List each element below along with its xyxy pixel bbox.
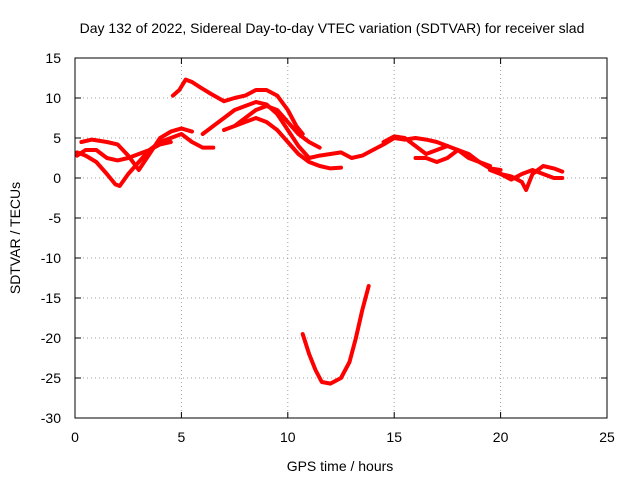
y-tick-label: -15 xyxy=(41,290,61,306)
series-arc-2 xyxy=(79,126,194,172)
y-tick-label: -25 xyxy=(41,370,61,386)
series-arc-13 xyxy=(300,284,371,386)
series-arc-5 xyxy=(200,100,312,160)
x-tick-label: 25 xyxy=(599,429,615,445)
series-arc-4 xyxy=(170,77,305,136)
y-tick-label: 0 xyxy=(53,170,61,186)
series-layer xyxy=(75,77,565,386)
x-tick-label: 20 xyxy=(493,429,509,445)
y-tick-label: -30 xyxy=(41,410,61,426)
series-arc-3 xyxy=(75,132,216,163)
grid-lines xyxy=(75,58,607,418)
y-tick-label: -5 xyxy=(49,210,62,226)
y-axis-label: SDTVAR / TECUs xyxy=(7,182,23,294)
axis-ticks: 0 5 10 15 20 25 -30 -25 -20 -15 -10 -5 0 5 10 15 xyxy=(41,50,615,445)
x-axis-label: GPS time / hours xyxy=(287,458,394,474)
y-tick-label: 10 xyxy=(45,90,61,106)
y-tick-label: 15 xyxy=(45,50,61,66)
x-tick-label: 0 xyxy=(71,429,79,445)
x-tick-label: 15 xyxy=(386,429,402,445)
series-arc-7 xyxy=(232,116,343,171)
x-tick-label: 10 xyxy=(280,429,296,445)
x-tick-label: 5 xyxy=(178,429,186,445)
y-tick-label: -10 xyxy=(41,250,61,266)
plot-frame xyxy=(74,57,608,419)
series-arc-10 xyxy=(413,148,492,168)
y-tick-label: -20 xyxy=(41,330,61,346)
y-tick-label: 5 xyxy=(53,130,61,146)
series-arc-12 xyxy=(498,168,565,182)
series-arc-8 xyxy=(307,136,450,160)
chart-title: Day 132 of 2022, Sidereal Day-to-day VTE… xyxy=(80,20,585,36)
